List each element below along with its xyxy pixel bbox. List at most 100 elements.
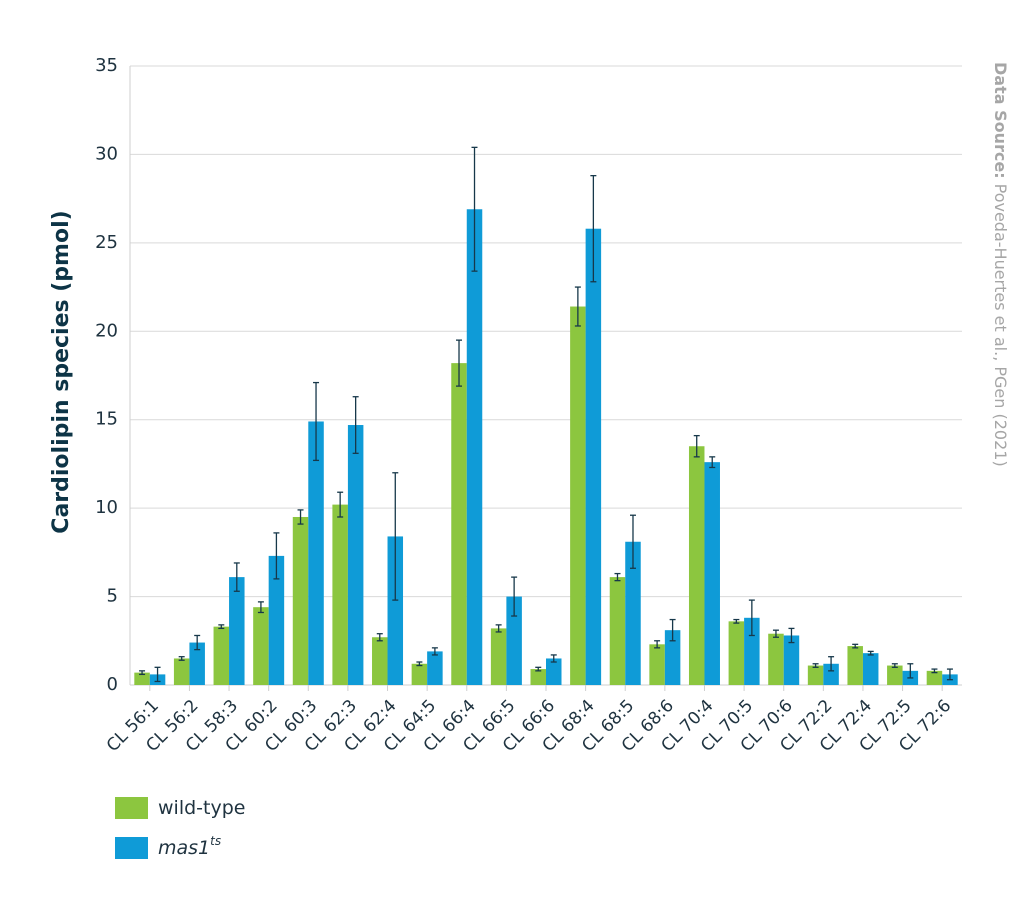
error-bar — [257, 601, 264, 614]
error-bar — [772, 629, 779, 638]
bar — [649, 644, 665, 685]
bar — [189, 642, 205, 685]
error-bar — [733, 618, 740, 624]
bar — [728, 621, 745, 685]
error-bar — [392, 472, 399, 601]
error-bar — [154, 666, 161, 683]
y-tick-label: 5 — [107, 586, 118, 607]
bar — [308, 421, 324, 685]
error-bar — [273, 532, 280, 580]
error-bar — [535, 666, 542, 672]
source-text: Poveda-Huertes et al., PGen (2021) — [992, 184, 1011, 467]
error-bar — [352, 396, 359, 454]
error-bar — [574, 286, 581, 327]
error-bar — [456, 339, 463, 387]
legend-label: wild-type — [158, 797, 245, 819]
bar — [744, 617, 760, 685]
error-bar — [709, 456, 716, 469]
bar — [451, 363, 467, 685]
legend-swatch — [115, 797, 148, 819]
error-bar — [669, 618, 676, 642]
bar — [466, 209, 483, 686]
bar — [585, 228, 602, 686]
error-bar — [431, 647, 438, 656]
error-bar — [867, 650, 874, 656]
error-bar — [178, 656, 185, 661]
error-bar — [376, 633, 383, 642]
bar — [229, 577, 245, 685]
error-bar — [511, 576, 518, 617]
error-bar — [313, 381, 320, 462]
error-bar — [931, 668, 938, 674]
bar — [332, 504, 348, 685]
bar — [506, 596, 522, 685]
error-bar — [297, 509, 304, 525]
y-axis-label: Cardiolipin species (pmol) — [49, 210, 74, 533]
bar — [823, 663, 839, 685]
legend-swatch — [115, 837, 148, 859]
error-bar — [812, 663, 819, 668]
error-bar — [139, 670, 146, 676]
bar — [372, 637, 388, 685]
error-bar — [416, 661, 423, 667]
bar — [847, 646, 863, 685]
error-bar — [891, 663, 898, 668]
error-bar — [194, 634, 201, 651]
bar — [134, 672, 150, 685]
error-bar — [852, 643, 859, 649]
source-label: Data Source: — [992, 62, 1011, 179]
error-bar — [471, 146, 478, 272]
bar — [546, 658, 562, 685]
error-bar — [946, 668, 953, 681]
bar — [768, 633, 784, 685]
y-tick-label: 10 — [95, 497, 118, 518]
error-bar — [907, 663, 914, 679]
bar — [704, 462, 720, 685]
bar — [609, 577, 626, 685]
y-tick-label: 0 — [107, 674, 118, 695]
error-bar — [233, 562, 240, 592]
bar — [926, 670, 943, 685]
legend-label: mas1ts — [158, 834, 221, 859]
bar — [387, 536, 404, 685]
legend-superscript: ts — [210, 834, 221, 848]
y-tick-label: 30 — [95, 143, 118, 164]
error-bar — [693, 434, 700, 458]
bar — [292, 516, 309, 685]
bar — [173, 658, 190, 685]
error-bar — [590, 175, 597, 283]
legend-name: mas1 — [158, 837, 210, 859]
bar — [887, 665, 903, 685]
error-bar — [748, 599, 755, 637]
bar — [213, 626, 230, 685]
y-tick-label: 35 — [95, 55, 118, 76]
bar — [490, 628, 507, 685]
bar — [427, 651, 443, 685]
bar — [347, 425, 364, 685]
error-bar — [629, 514, 636, 569]
error-bar — [614, 572, 621, 582]
source: Data Source: Poveda-Huertes et al., PGen … — [992, 62, 1011, 467]
bar — [783, 635, 800, 685]
bar — [688, 446, 705, 685]
y-tick-label: 15 — [95, 409, 118, 430]
bar — [862, 653, 879, 685]
y-tick-label: 25 — [95, 232, 118, 253]
bar — [570, 306, 586, 685]
bar — [268, 555, 285, 685]
error-bar — [495, 624, 502, 633]
bar — [530, 669, 546, 685]
legend-name: wild-type — [158, 797, 245, 819]
error-bar — [654, 640, 661, 649]
y-tick-label: 20 — [95, 320, 118, 341]
bar — [664, 630, 681, 685]
bar — [807, 665, 824, 685]
error-bar — [828, 656, 835, 672]
bar — [253, 607, 269, 685]
error-bar — [788, 627, 795, 644]
bar — [625, 541, 641, 685]
error-bar — [218, 624, 225, 630]
bar — [411, 663, 428, 685]
error-bar — [337, 491, 344, 518]
